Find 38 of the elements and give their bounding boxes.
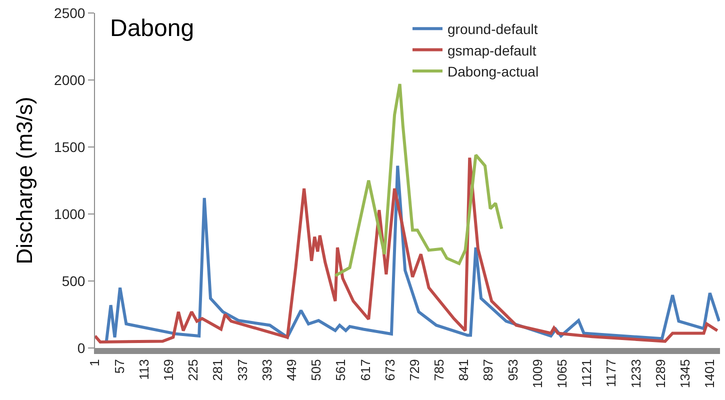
y-axis-title: Discharge (m3/s) xyxy=(12,96,37,264)
x-tick-label: 1401 xyxy=(702,359,718,388)
x-tick-label: 281 xyxy=(210,359,226,381)
y-tick-label: 2500 xyxy=(54,4,86,21)
x-tick-label: 449 xyxy=(284,359,299,381)
x-tick-label: 1345 xyxy=(678,359,693,388)
y-tick-label: 500 xyxy=(62,272,86,289)
x-tick-label: 561 xyxy=(333,359,348,381)
x-tick-label: 673 xyxy=(382,359,398,381)
y-tick-label: 2000 xyxy=(54,72,86,88)
legend-label: ground-default xyxy=(448,21,538,38)
x-tick-label: 1065 xyxy=(554,359,570,388)
legend-label: Dabong-actual xyxy=(448,63,539,80)
x-tick-label: 785 xyxy=(432,359,447,381)
x-tick-label: 225 xyxy=(186,359,201,381)
legend-label: gsmap-default xyxy=(448,42,536,58)
x-tick-label: 505 xyxy=(308,359,324,381)
y-tick-label: 0 xyxy=(77,340,86,356)
x-tick-label: 841 xyxy=(456,359,472,381)
x-tick-label: 1289 xyxy=(652,359,668,388)
x-tick-label: 337 xyxy=(234,359,250,381)
chart-title: Dabong xyxy=(110,15,194,42)
x-tick-label: 393 xyxy=(259,359,274,381)
x-tick-label: 1177 xyxy=(604,359,619,388)
x-tick-label: 57 xyxy=(112,359,127,374)
x-tick-label: 113 xyxy=(136,359,152,380)
x-tick-label: 1 xyxy=(87,359,102,366)
x-tick-label: 953 xyxy=(505,359,520,381)
x-tick-label: 617 xyxy=(358,359,373,381)
line-series xyxy=(334,82,504,278)
x-tick-label: 1009 xyxy=(530,359,545,388)
y-tick-label: 1000 xyxy=(54,206,86,222)
x-tick-label: 729 xyxy=(406,359,422,381)
x-tick-label: 897 xyxy=(480,359,496,381)
x-tick-label: 169 xyxy=(161,359,176,381)
y-tick-label: 1500 xyxy=(54,138,86,155)
x-tick-label: 1121 xyxy=(579,359,594,388)
x-tick-label: 1233 xyxy=(628,359,644,388)
